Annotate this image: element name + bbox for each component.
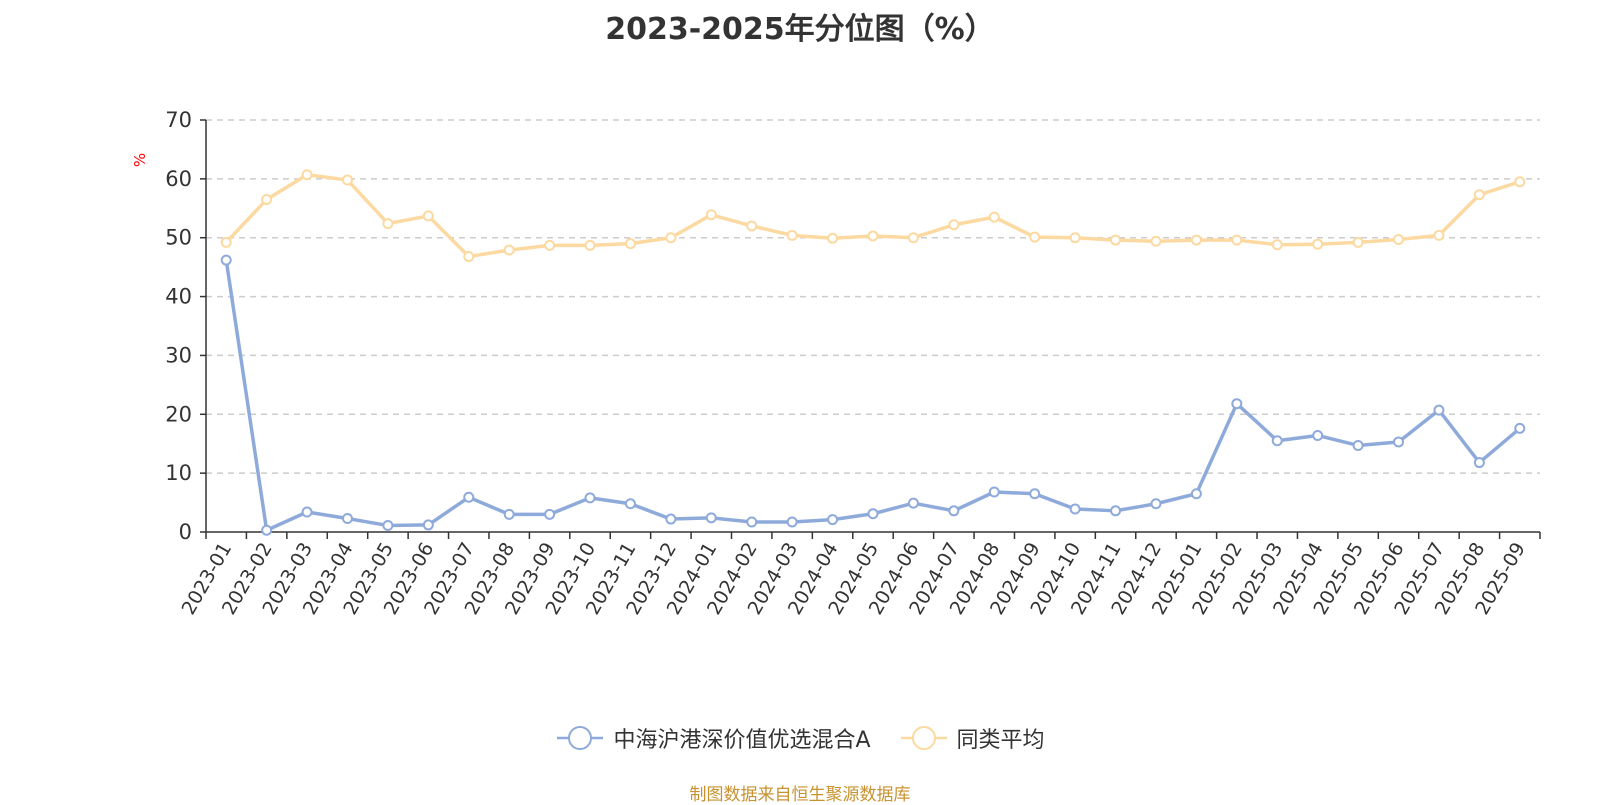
y-tick-label: 0 bbox=[179, 520, 192, 544]
y-tick-label: 60 bbox=[165, 167, 192, 191]
data-point[interactable] bbox=[1110, 234, 1122, 246]
data-point[interactable] bbox=[1190, 234, 1202, 246]
data-point[interactable] bbox=[1271, 239, 1283, 251]
data-point[interactable] bbox=[705, 512, 717, 524]
data-point[interactable] bbox=[1069, 503, 1081, 515]
data-point[interactable] bbox=[1150, 235, 1162, 247]
data-point[interactable] bbox=[988, 486, 1000, 498]
data-point[interactable] bbox=[503, 244, 515, 256]
series-layer bbox=[220, 169, 1526, 536]
series-line bbox=[224, 259, 1521, 532]
data-point[interactable] bbox=[1473, 457, 1485, 469]
grid-lines bbox=[206, 119, 1540, 474]
legend-marker-icon bbox=[557, 726, 604, 750]
data-point[interactable] bbox=[1029, 488, 1041, 500]
data-point[interactable] bbox=[220, 254, 232, 266]
data-point[interactable] bbox=[261, 193, 273, 205]
data-point[interactable] bbox=[1473, 189, 1485, 201]
data-point[interactable] bbox=[746, 516, 758, 528]
series-line bbox=[224, 172, 1521, 259]
data-point[interactable] bbox=[463, 491, 475, 503]
data-point[interactable] bbox=[1393, 233, 1405, 245]
data-point[interactable] bbox=[341, 174, 353, 186]
legend-item-2[interactable]: 同类平均 bbox=[899, 722, 1045, 754]
data-point[interactable] bbox=[786, 516, 798, 528]
series-2 bbox=[220, 169, 1526, 263]
y-tick-label: 70 bbox=[165, 108, 192, 132]
data-point[interactable] bbox=[665, 513, 677, 525]
legend-item-1[interactable]: 中海沪港深价值优选混合A bbox=[555, 722, 871, 754]
data-point[interactable] bbox=[1433, 229, 1445, 241]
data-point[interactable] bbox=[1110, 505, 1122, 517]
data-point[interactable] bbox=[301, 169, 313, 181]
data-point[interactable] bbox=[341, 512, 353, 524]
data-point[interactable] bbox=[624, 498, 636, 510]
data-point[interactable] bbox=[463, 251, 475, 263]
data-point[interactable] bbox=[1231, 234, 1243, 246]
data-point[interactable] bbox=[624, 238, 636, 250]
data-point[interactable] bbox=[907, 232, 919, 244]
data-point[interactable] bbox=[1029, 231, 1041, 243]
data-point[interactable] bbox=[544, 508, 556, 520]
data-point[interactable] bbox=[867, 230, 879, 242]
data-point[interactable] bbox=[948, 219, 960, 231]
data-point[interactable] bbox=[1514, 176, 1526, 188]
legend-label: 同类平均 bbox=[956, 728, 1045, 753]
data-point[interactable] bbox=[382, 520, 394, 532]
data-point[interactable] bbox=[382, 218, 394, 230]
data-point[interactable] bbox=[1271, 435, 1283, 447]
data-point[interactable] bbox=[746, 220, 758, 232]
data-point[interactable] bbox=[1312, 429, 1324, 441]
tick-labels: 0102030405060702023-012023-022023-032023… bbox=[165, 108, 1530, 619]
legend: 中海沪港深价值优选混合A 同类平均 bbox=[0, 722, 1600, 754]
data-point[interactable] bbox=[1352, 439, 1364, 451]
data-source-note: 制图数据来自恒生聚源数据库 bbox=[689, 785, 911, 805]
data-point[interactable] bbox=[584, 239, 596, 251]
y-tick-label: 20 bbox=[165, 402, 192, 426]
data-point[interactable] bbox=[1312, 238, 1324, 250]
data-point[interactable] bbox=[584, 492, 596, 504]
data-point[interactable] bbox=[422, 519, 434, 531]
data-point[interactable] bbox=[1514, 422, 1526, 434]
data-point[interactable] bbox=[988, 211, 1000, 223]
y-tick-label: 50 bbox=[165, 226, 192, 250]
axes bbox=[200, 119, 1541, 539]
data-point[interactable] bbox=[1150, 498, 1162, 510]
data-point[interactable] bbox=[422, 210, 434, 222]
data-point[interactable] bbox=[907, 497, 919, 509]
data-point[interactable] bbox=[827, 232, 839, 244]
chart-title: 2023-2025年分位图（%） bbox=[605, 12, 995, 47]
y-tick-label: 30 bbox=[165, 343, 192, 367]
data-point[interactable] bbox=[1433, 404, 1445, 416]
data-point[interactable] bbox=[1352, 236, 1364, 248]
data-point[interactable] bbox=[1231, 398, 1243, 410]
data-point[interactable] bbox=[220, 236, 232, 248]
y-axis-unit-label: % bbox=[131, 153, 149, 167]
data-point[interactable] bbox=[665, 232, 677, 244]
data-point[interactable] bbox=[948, 505, 960, 517]
data-point[interactable] bbox=[1069, 232, 1081, 244]
legend-label: 中海沪港深价值优选混合A bbox=[613, 728, 871, 753]
y-tick-label: 40 bbox=[165, 285, 192, 309]
y-tick-label: 10 bbox=[165, 461, 192, 485]
data-point[interactable] bbox=[261, 524, 273, 536]
data-point[interactable] bbox=[1393, 436, 1405, 448]
data-point[interactable] bbox=[827, 514, 839, 526]
data-point[interactable] bbox=[503, 508, 515, 520]
data-point[interactable] bbox=[1190, 488, 1202, 500]
data-point[interactable] bbox=[786, 229, 798, 241]
data-point[interactable] bbox=[867, 508, 879, 520]
data-point[interactable] bbox=[544, 239, 556, 251]
legend-marker-icon bbox=[900, 726, 947, 750]
data-point[interactable] bbox=[301, 506, 313, 518]
series-1 bbox=[220, 254, 1526, 536]
data-point[interactable] bbox=[705, 209, 717, 221]
